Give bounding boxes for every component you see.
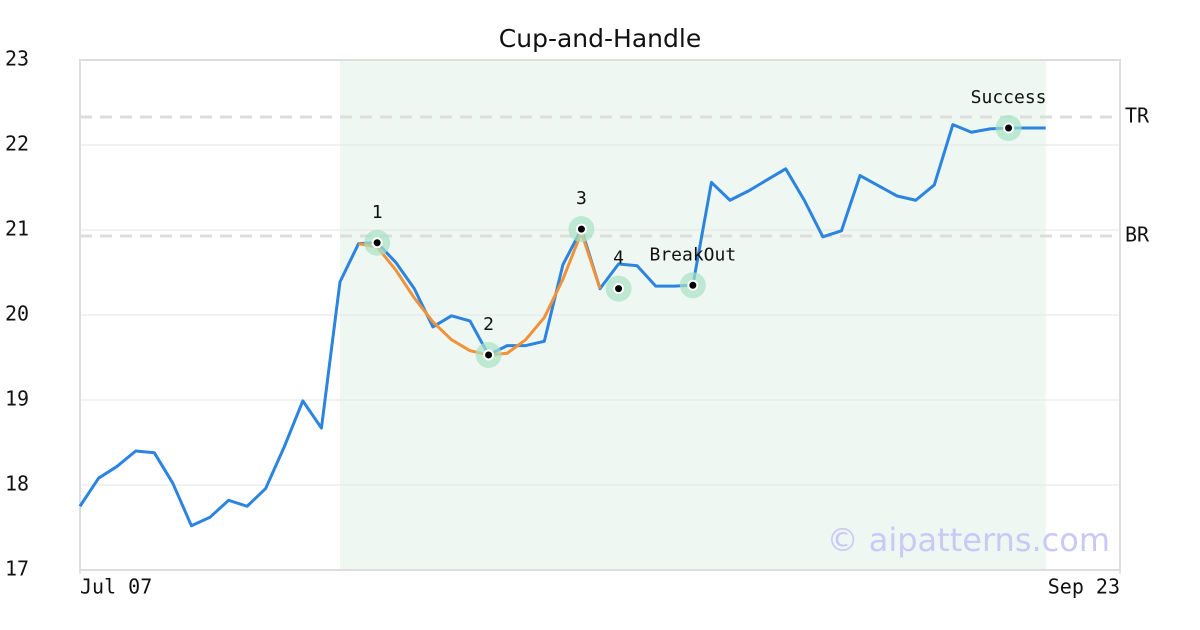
marker [371,237,383,249]
plot-frame [79,59,1121,571]
marker-label: Success [971,87,1047,108]
watermark: © aipatterns.com [827,521,1110,559]
marker-label: 2 [483,314,494,335]
level-label: TR [1125,103,1150,127]
marker [575,223,587,235]
y-tick-label: 18 [5,472,29,496]
y-tick-label: 22 [5,132,29,156]
series-line [78,123,1046,528]
x-tick-label: Jul 07 [80,575,152,599]
marker [1003,122,1015,134]
y-tick-label: 19 [5,387,29,411]
x-tick-label: Sep 23 [1048,575,1120,599]
marker [483,349,495,361]
y-tick-label: 21 [5,217,29,241]
marker-label: BreakOut [650,244,737,265]
marker-label: 1 [372,202,383,223]
marker [687,279,699,291]
marker [613,283,625,295]
marker-label: 3 [576,188,587,209]
marker-label: 4 [613,248,624,269]
y-tick-label: 20 [5,302,29,326]
y-tick-label: 17 [5,557,29,581]
chart-title: Cup-and-Handle [499,24,701,53]
level-label: BR [1125,222,1150,246]
y-tick-label: 23 [5,47,29,71]
